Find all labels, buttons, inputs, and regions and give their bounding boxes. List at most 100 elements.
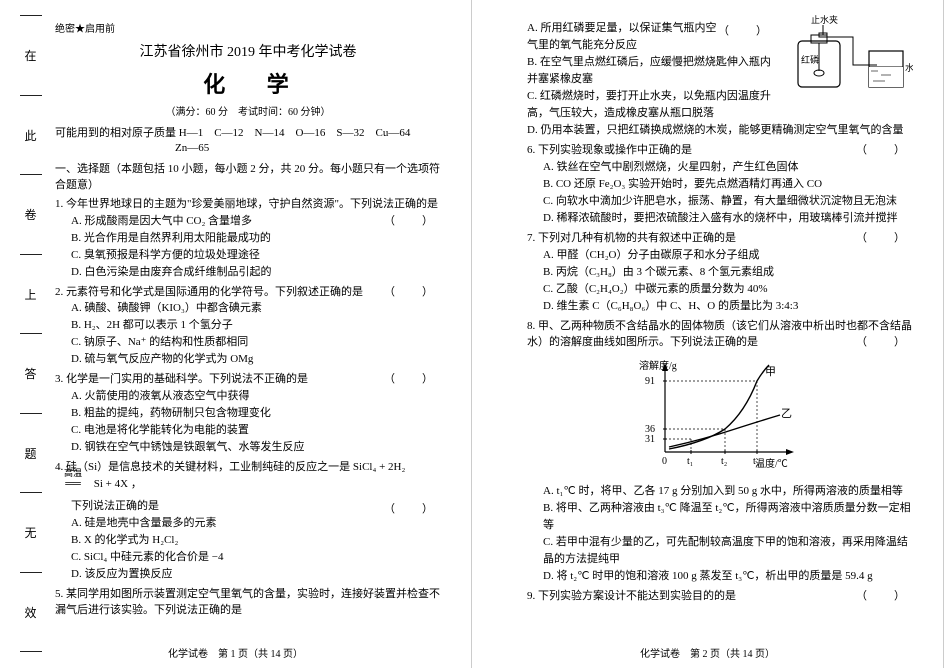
confidential-mark: 绝密★启用前 bbox=[55, 20, 441, 35]
q1-text: 1. 今年世界地球日的主题为"珍爱美丽地球，守护自然资源"。下列说法正确的是 bbox=[55, 198, 438, 210]
binding-char: 在 bbox=[24, 47, 36, 64]
answer-blank: （ ） bbox=[384, 284, 441, 301]
q8-option-c: C. 若甲中混有少量的乙，可先配制较高温度下甲的饱和溶液，再采用降温结晶的方法提… bbox=[543, 534, 913, 568]
q2-option-d: D. 硫与氧气反应产物的化学式为 OMg bbox=[71, 351, 441, 368]
curve-yi: 乙 bbox=[781, 407, 792, 420]
binding-char: 此 bbox=[24, 127, 36, 144]
answer-blank: （ ） bbox=[856, 588, 913, 605]
q7-text: 7. 下列对几种有机物的共有叙述中正确的是 bbox=[527, 232, 736, 244]
q7-option-b: B. 丙烷（C₃H₈）由 3 个碳元素、8 个氢元素组成 bbox=[543, 264, 913, 281]
atomic-values: H—1 C—12 N—14 O—16 S—32 Cu—64 bbox=[179, 127, 411, 139]
q8-option-d: D. 将 t₂℃ 时甲的饱和溶液 100 g 蒸发至 t₃℃，析出甲的质量是 5… bbox=[543, 568, 913, 585]
binding-char: 题 bbox=[24, 445, 36, 462]
apparatus-svg: 止水夹 红磷 水 bbox=[783, 15, 913, 95]
answer-blank: （ ） bbox=[856, 334, 913, 351]
binding-dash bbox=[20, 333, 42, 334]
origin: 0 bbox=[662, 456, 667, 467]
q3-option-d: D. 钢铁在空气中锈蚀是铁跟氧气、水等发生反应 bbox=[71, 439, 441, 456]
q4-option-c: C. SiCl₄ 中硅元素的化合价是 −4 bbox=[71, 549, 441, 566]
ymark-91: 91 bbox=[645, 376, 655, 387]
question-2: 2. 元素符号和化学式是国际通用的化学符号。下列叙述正确的是 （ ） A. 碘酸… bbox=[55, 284, 441, 369]
reaction-arrow: 高温 ══ bbox=[55, 476, 91, 493]
q5-option-d: D. 仍用本装置，只把红磷换成燃烧的木炭，能够更精确测定空气里氧气的含量 bbox=[527, 122, 913, 139]
q9-text: 9. 下列实验方案设计不能达到实验目的的是 bbox=[527, 590, 736, 602]
binding-dash bbox=[20, 492, 42, 493]
q7-option-a: A. 甲醛（CH₂O）分子由碳原子和水分子组成 bbox=[543, 247, 913, 264]
question-7: 7. 下列对几种有机物的共有叙述中正确的是 （ ） A. 甲醛（CH₂O）分子由… bbox=[527, 230, 913, 315]
binding-dash bbox=[20, 95, 42, 96]
ymark-31: 31 bbox=[645, 434, 655, 445]
q3-option-b: B. 粗盐的提纯，药物研制只包含物理变化 bbox=[71, 405, 441, 422]
answer-blank: （ ） bbox=[718, 22, 775, 38]
question-9: 9. 下列实验方案设计不能达到实验目的的是 （ ） bbox=[527, 588, 913, 605]
binding-dash bbox=[20, 413, 42, 414]
page-footer-1: 化学试卷 第 1 页（共 14 页） bbox=[0, 645, 471, 660]
page-2: 止水夹 红磷 水 （ ） A. 所用红磷要足量，以保证集气瓶内空气里的氧气能充分… bbox=[472, 0, 944, 668]
q2-text: 2. 元素符号和化学式是国际通用的化学符号。下列叙述正确的是 bbox=[55, 286, 363, 298]
q8-option-b: B. 将甲、乙两种溶液由 t₃℃ 降温至 t₂℃，所得两溶液中溶质质量分数一定相… bbox=[543, 500, 913, 534]
answer-blank: （ ） bbox=[856, 230, 913, 247]
solubility-graph: 溶解度/g 温度/℃ 91 36 31 t₁ t₂ t₃ 0 bbox=[630, 357, 810, 478]
page-1: 在 此 卷 上 答 题 无 效 绝密★启用前 江苏省徐州市 2019 年中考化学… bbox=[0, 0, 472, 668]
q4-option-b: B. X 的化学式为 H₂Cl₂ bbox=[71, 532, 441, 549]
ylabel: 溶解度/g bbox=[639, 359, 677, 372]
q6-option-d: D. 稀释浓硫酸时，要把浓硫酸注入盛有水的烧杯中，用玻璃棒引流并搅拌 bbox=[543, 210, 913, 227]
atomic-label: 可能用到的相对原子质量 bbox=[55, 127, 176, 139]
binding-dash bbox=[20, 15, 42, 16]
subject-title: 化 学 bbox=[69, 67, 441, 99]
xtick-t1: t₁ bbox=[687, 456, 693, 467]
binding-char: 效 bbox=[24, 604, 36, 621]
exam-info: （满分：60 分 考试时间：60 分钟） bbox=[55, 103, 441, 118]
answer-blank: （ ） bbox=[384, 213, 441, 230]
q4-option-d: D. 该反应为置换反应 bbox=[71, 566, 441, 583]
question-3: 3. 化学是一门实用的基础科学。下列说法不正确的是 （ ） A. 火箭使用的液氧… bbox=[55, 371, 441, 456]
q5-text: 5. 某同学用如图所示装置测定空气里氧气的含量，实验时，连接好装置并检查不漏气后… bbox=[55, 588, 440, 617]
binding-dash bbox=[20, 572, 42, 573]
question-4: 4. 硅（Si）是信息技术的关键材料，工业制纯硅的反应之一是 SiCl₄ + 2… bbox=[55, 459, 441, 583]
solubility-svg: 溶解度/g 温度/℃ 91 36 31 t₁ t₂ t₃ 0 bbox=[635, 357, 805, 472]
curve-jia: 甲 bbox=[765, 366, 776, 378]
q2-option-a: A. 碘酸、碘酸钾（KIO₃）中都含碘元素 bbox=[71, 300, 441, 317]
binding-dash bbox=[20, 254, 42, 255]
q4-tail: Si + 4X ， bbox=[94, 478, 142, 490]
binding-char: 上 bbox=[24, 286, 36, 303]
q1-option-c: C. 臭氧预报是科学方便的垃圾处理途径 bbox=[71, 247, 441, 264]
atomic-masses: 可能用到的相对原子质量 H—1 C—12 N—14 O—16 S—32 Cu—6… bbox=[55, 124, 441, 140]
label-clamp: 止水夹 bbox=[811, 15, 838, 25]
q3-option-c: C. 电池是将化学能转化为电能的装置 bbox=[71, 422, 441, 439]
q6-option-b: B. CO 还原 Fe₂O₃ 实验开始时，要先点燃酒精灯再通入 CO bbox=[543, 176, 913, 193]
page-footer-2: 化学试卷 第 2 页（共 14 页） bbox=[472, 645, 943, 660]
q2-option-b: B. H₂、2H 都可以表示 1 个氢分子 bbox=[71, 317, 441, 334]
question-5-stem: 5. 某同学用如图所示装置测定空气里氧气的含量，实验时，连接好装置并检查不漏气后… bbox=[55, 586, 441, 619]
q8-text: 8. 甲、乙两种物质不含结晶水的固体物质（该它们从溶液中析出时也都不含结晶水）的… bbox=[527, 320, 912, 349]
answer-blank: （ ） bbox=[384, 371, 441, 388]
q3-text: 3. 化学是一门实用的基础科学。下列说法不正确的是 bbox=[55, 373, 308, 385]
xlabel: 温度/℃ bbox=[755, 457, 788, 470]
binding-char: 卷 bbox=[24, 206, 36, 223]
arrow-condition: 高温 bbox=[55, 467, 91, 481]
xtick-t2: t₂ bbox=[721, 456, 727, 467]
question-1: 1. 今年世界地球日的主题为"珍爱美丽地球，守护自然资源"。下列说法正确的是 （… bbox=[55, 196, 441, 281]
binding-dash bbox=[20, 174, 42, 175]
binding-char: 无 bbox=[24, 524, 36, 541]
question-6: 6. 下列实验现象或操作中正确的是 （ ） A. 铁丝在空气中剧烈燃烧，火星四射… bbox=[527, 142, 913, 227]
answer-blank: （ ） bbox=[384, 501, 441, 518]
q1-option-b: B. 光合作用是自然界利用太阳能最成功的 bbox=[71, 230, 441, 247]
q6-text: 6. 下列实验现象或操作中正确的是 bbox=[527, 144, 692, 156]
q4-option-a: A. 硅是地壳中含量最多的元素 bbox=[71, 515, 441, 532]
q7-option-d: D. 维生素 C（C₆H₈O₆）中 C、H、O 的质量比为 3:4:3 bbox=[543, 298, 913, 315]
q6-option-a: A. 铁丝在空气中剧烈燃烧，火星四射，产生红色固体 bbox=[543, 159, 913, 176]
label-phosphorus: 红磷 bbox=[801, 54, 819, 65]
answer-blank: （ ） bbox=[856, 142, 913, 159]
q4-text: 4. 硅（Si）是信息技术的关键材料，工业制纯硅的反应之一是 SiCl₄ + 2… bbox=[55, 461, 405, 473]
xtick-t3: t₃ bbox=[753, 456, 759, 467]
section-1-header: 一、选择题（本题包括 10 小题，每小题 2 分，共 20 分。每小题只有一个选… bbox=[55, 160, 441, 192]
phosphorus-apparatus-diagram: 止水夹 红磷 水 bbox=[783, 15, 913, 98]
label-water: 水 bbox=[905, 62, 913, 73]
q6-option-c: C. 向软水中滴加少许肥皂水，振荡、静置，有大量细微状沉淀物且无泡沫 bbox=[543, 193, 913, 210]
question-8: 8. 甲、乙两种物质不含结晶水的固体物质（该它们从溶液中析出时也都不含结晶水）的… bbox=[527, 318, 913, 586]
binding-char: 答 bbox=[24, 365, 36, 382]
q7-option-c: C. 乙酸（C₂H₄O₂）中碳元素的质量分数为 40% bbox=[543, 281, 913, 298]
q2-option-c: C. 钠原子、Na⁺ 的结构和性质都相同 bbox=[71, 334, 441, 351]
q8-option-a: A. t₁℃ 时，将甲、乙各 17 g 分别加入到 50 g 水中，所得两溶液的… bbox=[543, 483, 913, 500]
